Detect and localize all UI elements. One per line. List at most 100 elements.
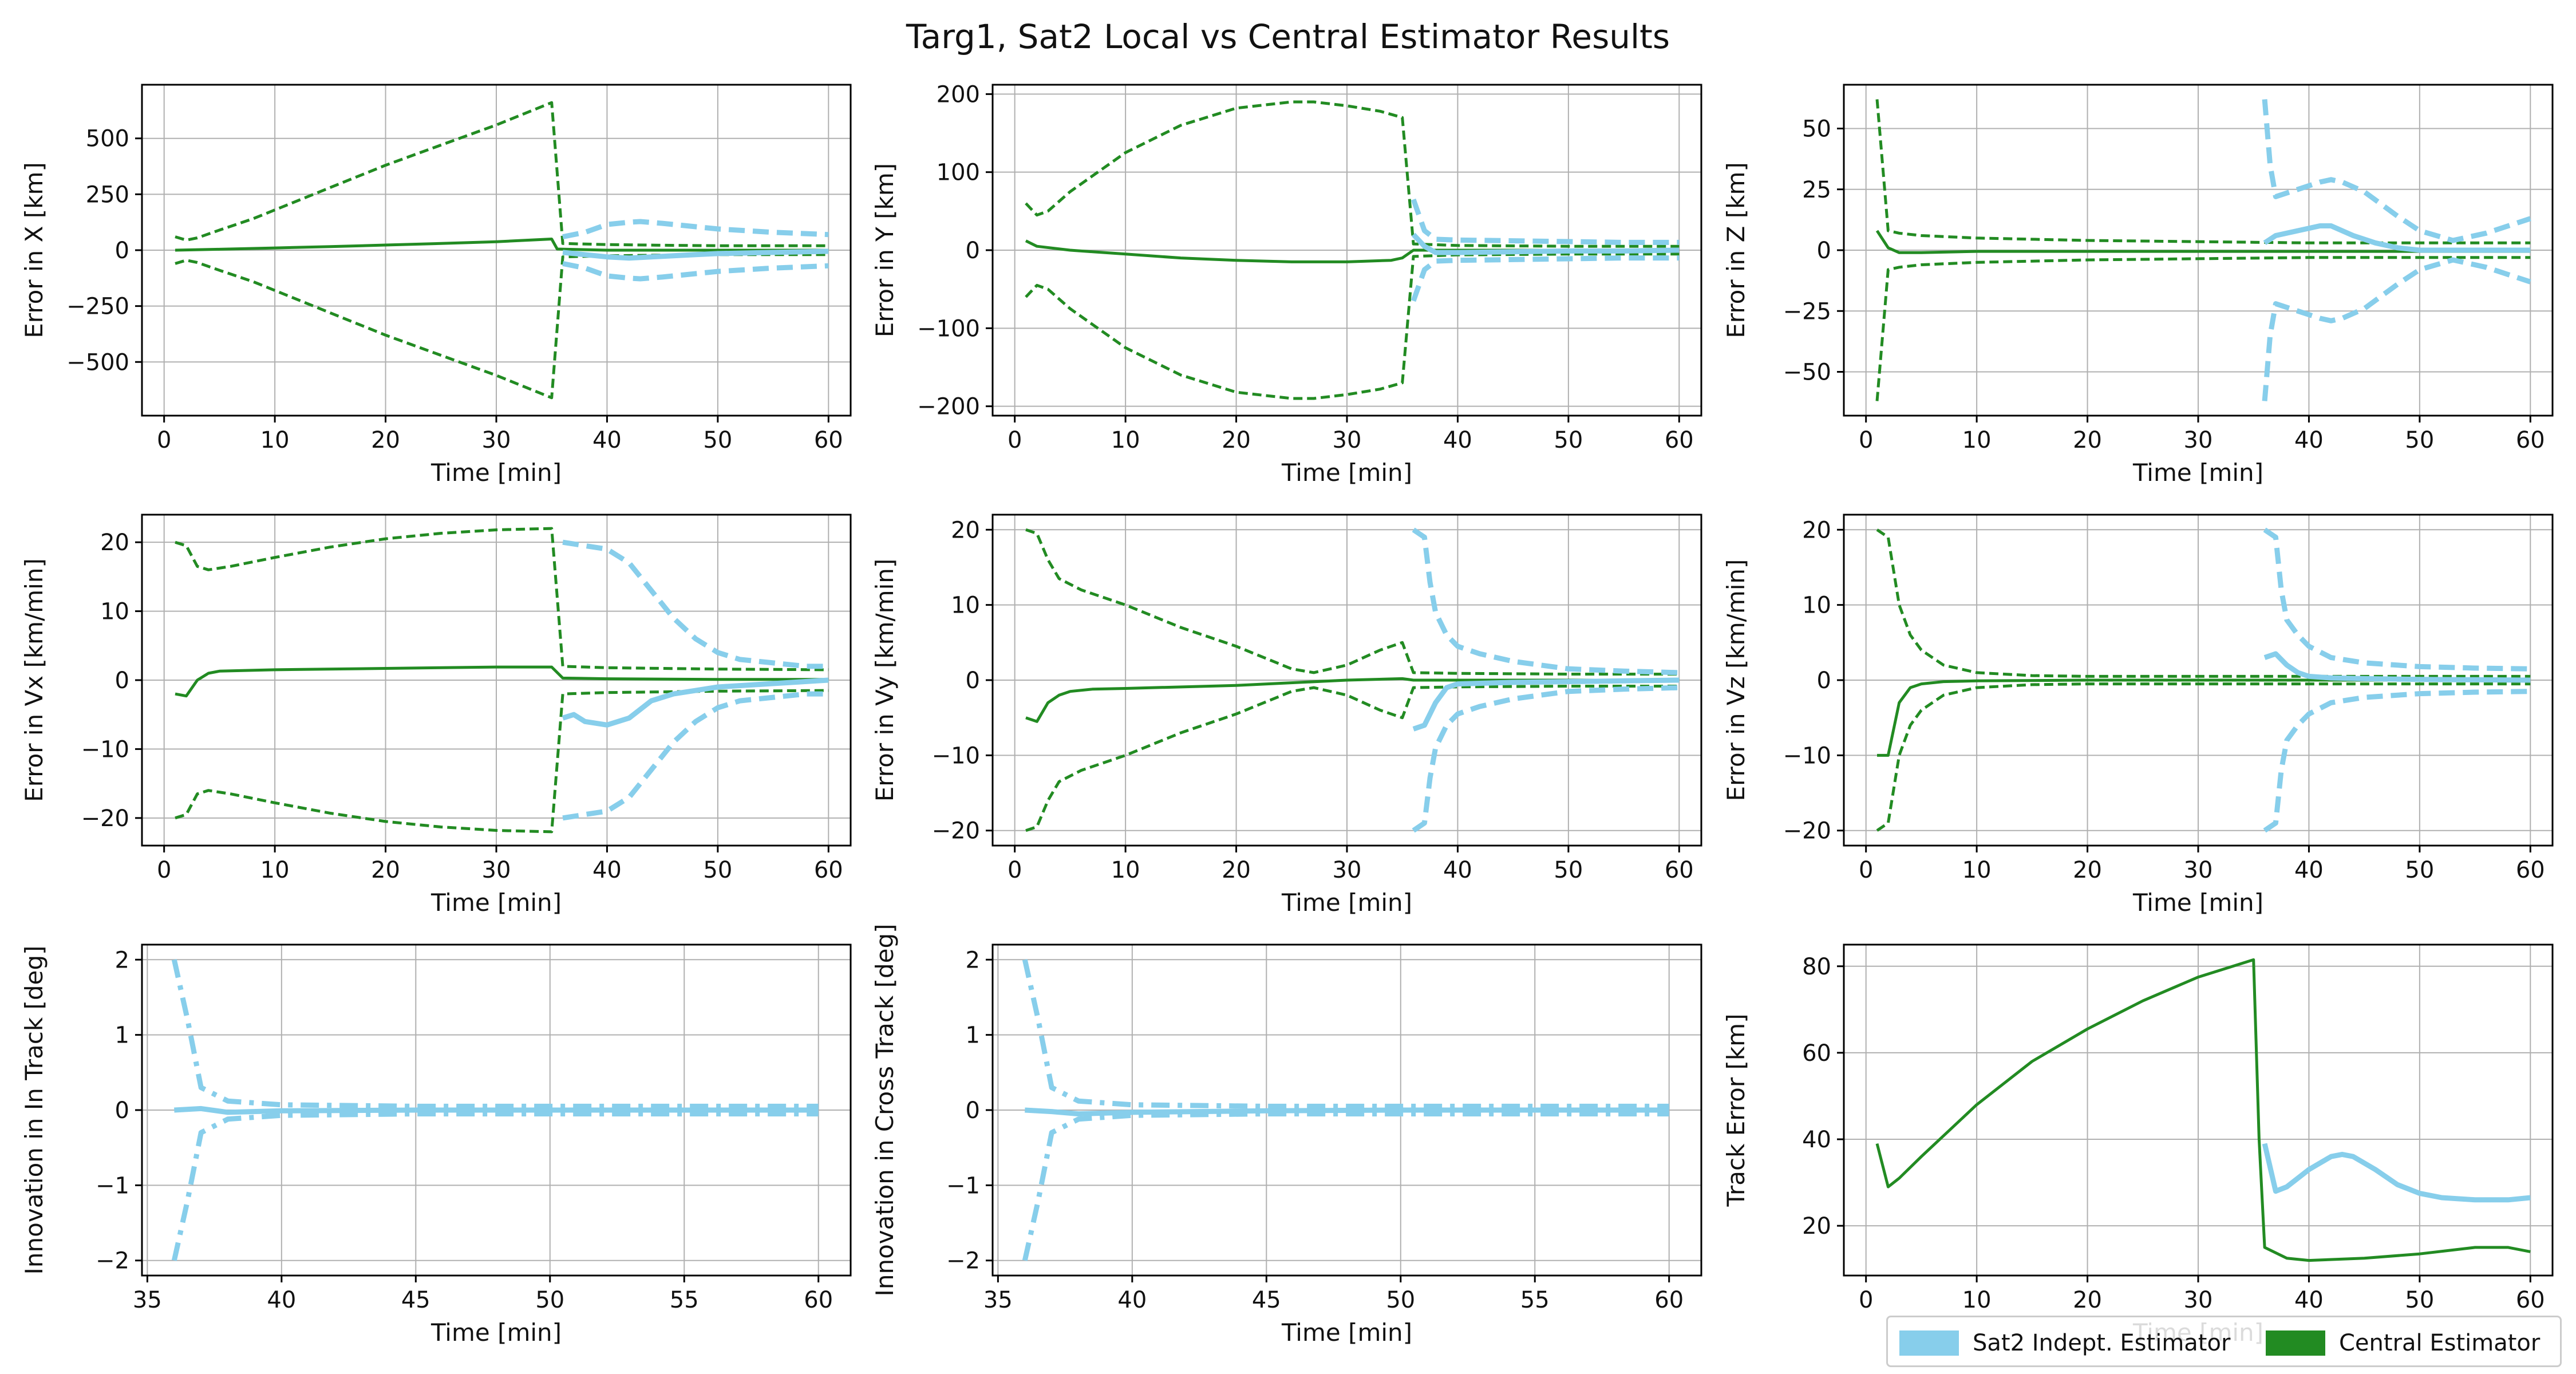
y-tick-label: −250: [66, 294, 129, 320]
y-axis-label: Track Error [km]: [1722, 1014, 1750, 1207]
series-line-central-dashed-3: [175, 253, 829, 400]
y-axis-label: Error in Vx [km/min]: [20, 558, 48, 802]
series-line-central-solid-1: [1877, 678, 2531, 757]
x-tick-label: 40: [1117, 1287, 1147, 1313]
y-axis-label: Error in X [km]: [20, 162, 48, 338]
x-tick-label: 40: [267, 1287, 296, 1313]
x-tick-label: 30: [1333, 427, 1362, 453]
x-tick-label: 0: [157, 857, 171, 883]
x-tick-label: 35: [133, 1287, 162, 1313]
x-tick-label: 50: [2405, 427, 2434, 453]
series-line-local-solid-4: [1411, 232, 1680, 255]
x-tick-label: 30: [2184, 857, 2213, 883]
series-line-local-dashdot-3: [171, 1111, 819, 1261]
x-tick-label: 45: [1252, 1287, 1281, 1313]
series-line-central-dashed-2: [1025, 528, 1680, 676]
x-tick-label: 30: [482, 857, 511, 883]
x-tick-label: 50: [1386, 1287, 1415, 1313]
x-tick-label: 0: [1008, 857, 1022, 883]
series-line-local-dashed-6: [1411, 255, 1680, 302]
y-tick-label: −10: [81, 736, 129, 763]
x-tick-label: 0: [1859, 1287, 1873, 1313]
y-tick-label: 20: [1802, 1213, 1831, 1239]
x-tick-label: 40: [2294, 1287, 2324, 1313]
series-line-local-solid-4: [562, 677, 829, 728]
y-tick-label: 0: [1817, 668, 1831, 694]
x-tick-label: 50: [2405, 857, 2434, 883]
y-axis-label: Innovation in Cross Track [deg]: [871, 923, 899, 1296]
legend-swatch-local: [1899, 1330, 1959, 1356]
y-tick-label: 500: [86, 126, 129, 152]
series-line-central-dashed-2: [1025, 100, 1680, 248]
series-line-local-dashed-6: [562, 260, 829, 282]
y-tick-label: 80: [1802, 954, 1831, 980]
y-tick-label: 20: [951, 517, 980, 543]
y-axis-label: Innovation in In Track [deg]: [20, 946, 48, 1275]
y-tick-label: −2: [946, 1248, 980, 1274]
chart-panel-9: 010203040506020406080Time [min]Track Err…: [1722, 943, 2554, 1347]
x-axis-label: Time [min]: [430, 1318, 562, 1347]
series-line-local-dashdot-2: [171, 959, 819, 1109]
y-axis-label: Error in Vz [km/min]: [1722, 559, 1750, 802]
series-group: [1875, 958, 2531, 1262]
series-group: [175, 527, 829, 834]
x-tick-label: 20: [371, 427, 400, 453]
y-tick-label: −20: [81, 806, 129, 832]
x-tick-label: 40: [592, 857, 622, 883]
y-tick-label: −2: [96, 1248, 129, 1274]
series-group: [1022, 959, 1669, 1261]
figure-title: Targ1, Sat2 Local vs Central Estimator R…: [906, 17, 1670, 56]
series-line-local-solid-4: [562, 248, 829, 261]
series-line-local-dashed-6: [2262, 257, 2531, 401]
x-tick-label: 60: [1654, 1287, 1684, 1313]
series-line-central-solid-1: [175, 665, 829, 698]
series-line-central-dashed-2: [175, 527, 829, 672]
series-line-central-dashed-2: [1876, 528, 2531, 678]
y-tick-label: −100: [917, 315, 980, 342]
x-tick-label: 60: [2516, 427, 2545, 453]
x-tick-label: 20: [371, 857, 400, 883]
series-line-central-dashed-2: [175, 101, 829, 247]
y-tick-label: −10: [1783, 743, 1831, 769]
x-tick-label: 60: [1665, 427, 1694, 453]
chart-panel-6: 0 10 20 30 40 50 60 −20 −10 0 10 20 Time [min] Error …: [1722, 514, 2554, 917]
x-tick-label: 30: [482, 427, 511, 453]
series-line-local-dashed-5: [562, 219, 829, 240]
x-axis-label: Time [min]: [2132, 889, 2263, 917]
y-tick-label: 20: [1802, 517, 1831, 543]
x-tick-label: 60: [2516, 857, 2545, 883]
legend-entry-central: Central Estimator: [2266, 1328, 2540, 1359]
x-axis-label: Time [min]: [2132, 459, 2263, 487]
series-line-local-dashdot-3: [1022, 1111, 1669, 1261]
y-tick-label: 100: [937, 160, 980, 186]
y-tick-label: −25: [1783, 298, 1831, 325]
x-tick-label: 50: [535, 1287, 564, 1313]
x-tick-label: 45: [401, 1287, 430, 1313]
x-axis-label: Time [min]: [1281, 889, 1412, 917]
y-tick-label: 20: [100, 530, 129, 556]
y-tick-label: −500: [66, 349, 129, 376]
x-tick-label: 55: [1520, 1287, 1550, 1313]
series-line-central-dashed-3: [175, 689, 829, 834]
x-tick-label: 10: [260, 427, 290, 453]
series-line-local-dashed-6: [1412, 685, 1680, 833]
y-tick-label: −20: [932, 818, 980, 844]
x-tick-label: 60: [804, 1287, 833, 1313]
x-tick-label: 40: [592, 427, 622, 453]
y-tick-label: 10: [951, 593, 980, 619]
x-tick-label: 60: [1665, 857, 1694, 883]
x-tick-label: 20: [1222, 427, 1251, 453]
legend-label-central: Central Estimator: [2339, 1330, 2541, 1356]
x-tick-label: 0: [1859, 427, 1873, 453]
series-line-central-solid-1: [1025, 677, 1680, 723]
series-line-local-solid-4: [2263, 651, 2531, 683]
x-tick-label: 10: [1962, 427, 1992, 453]
chart-panel-3: 0 10 20 30 40 50 60 −50 −25 0 25 50 Time [min] Error …: [1722, 84, 2554, 487]
x-tick-label: 0: [1008, 427, 1022, 453]
x-tick-label: 50: [703, 857, 732, 883]
y-tick-label: −1: [96, 1172, 129, 1199]
y-tick-label: 50: [1802, 116, 1831, 143]
y-tick-label: −1: [946, 1172, 980, 1199]
y-axis-label: Error in Y [km]: [871, 163, 899, 337]
y-tick-label: 2: [115, 947, 129, 973]
